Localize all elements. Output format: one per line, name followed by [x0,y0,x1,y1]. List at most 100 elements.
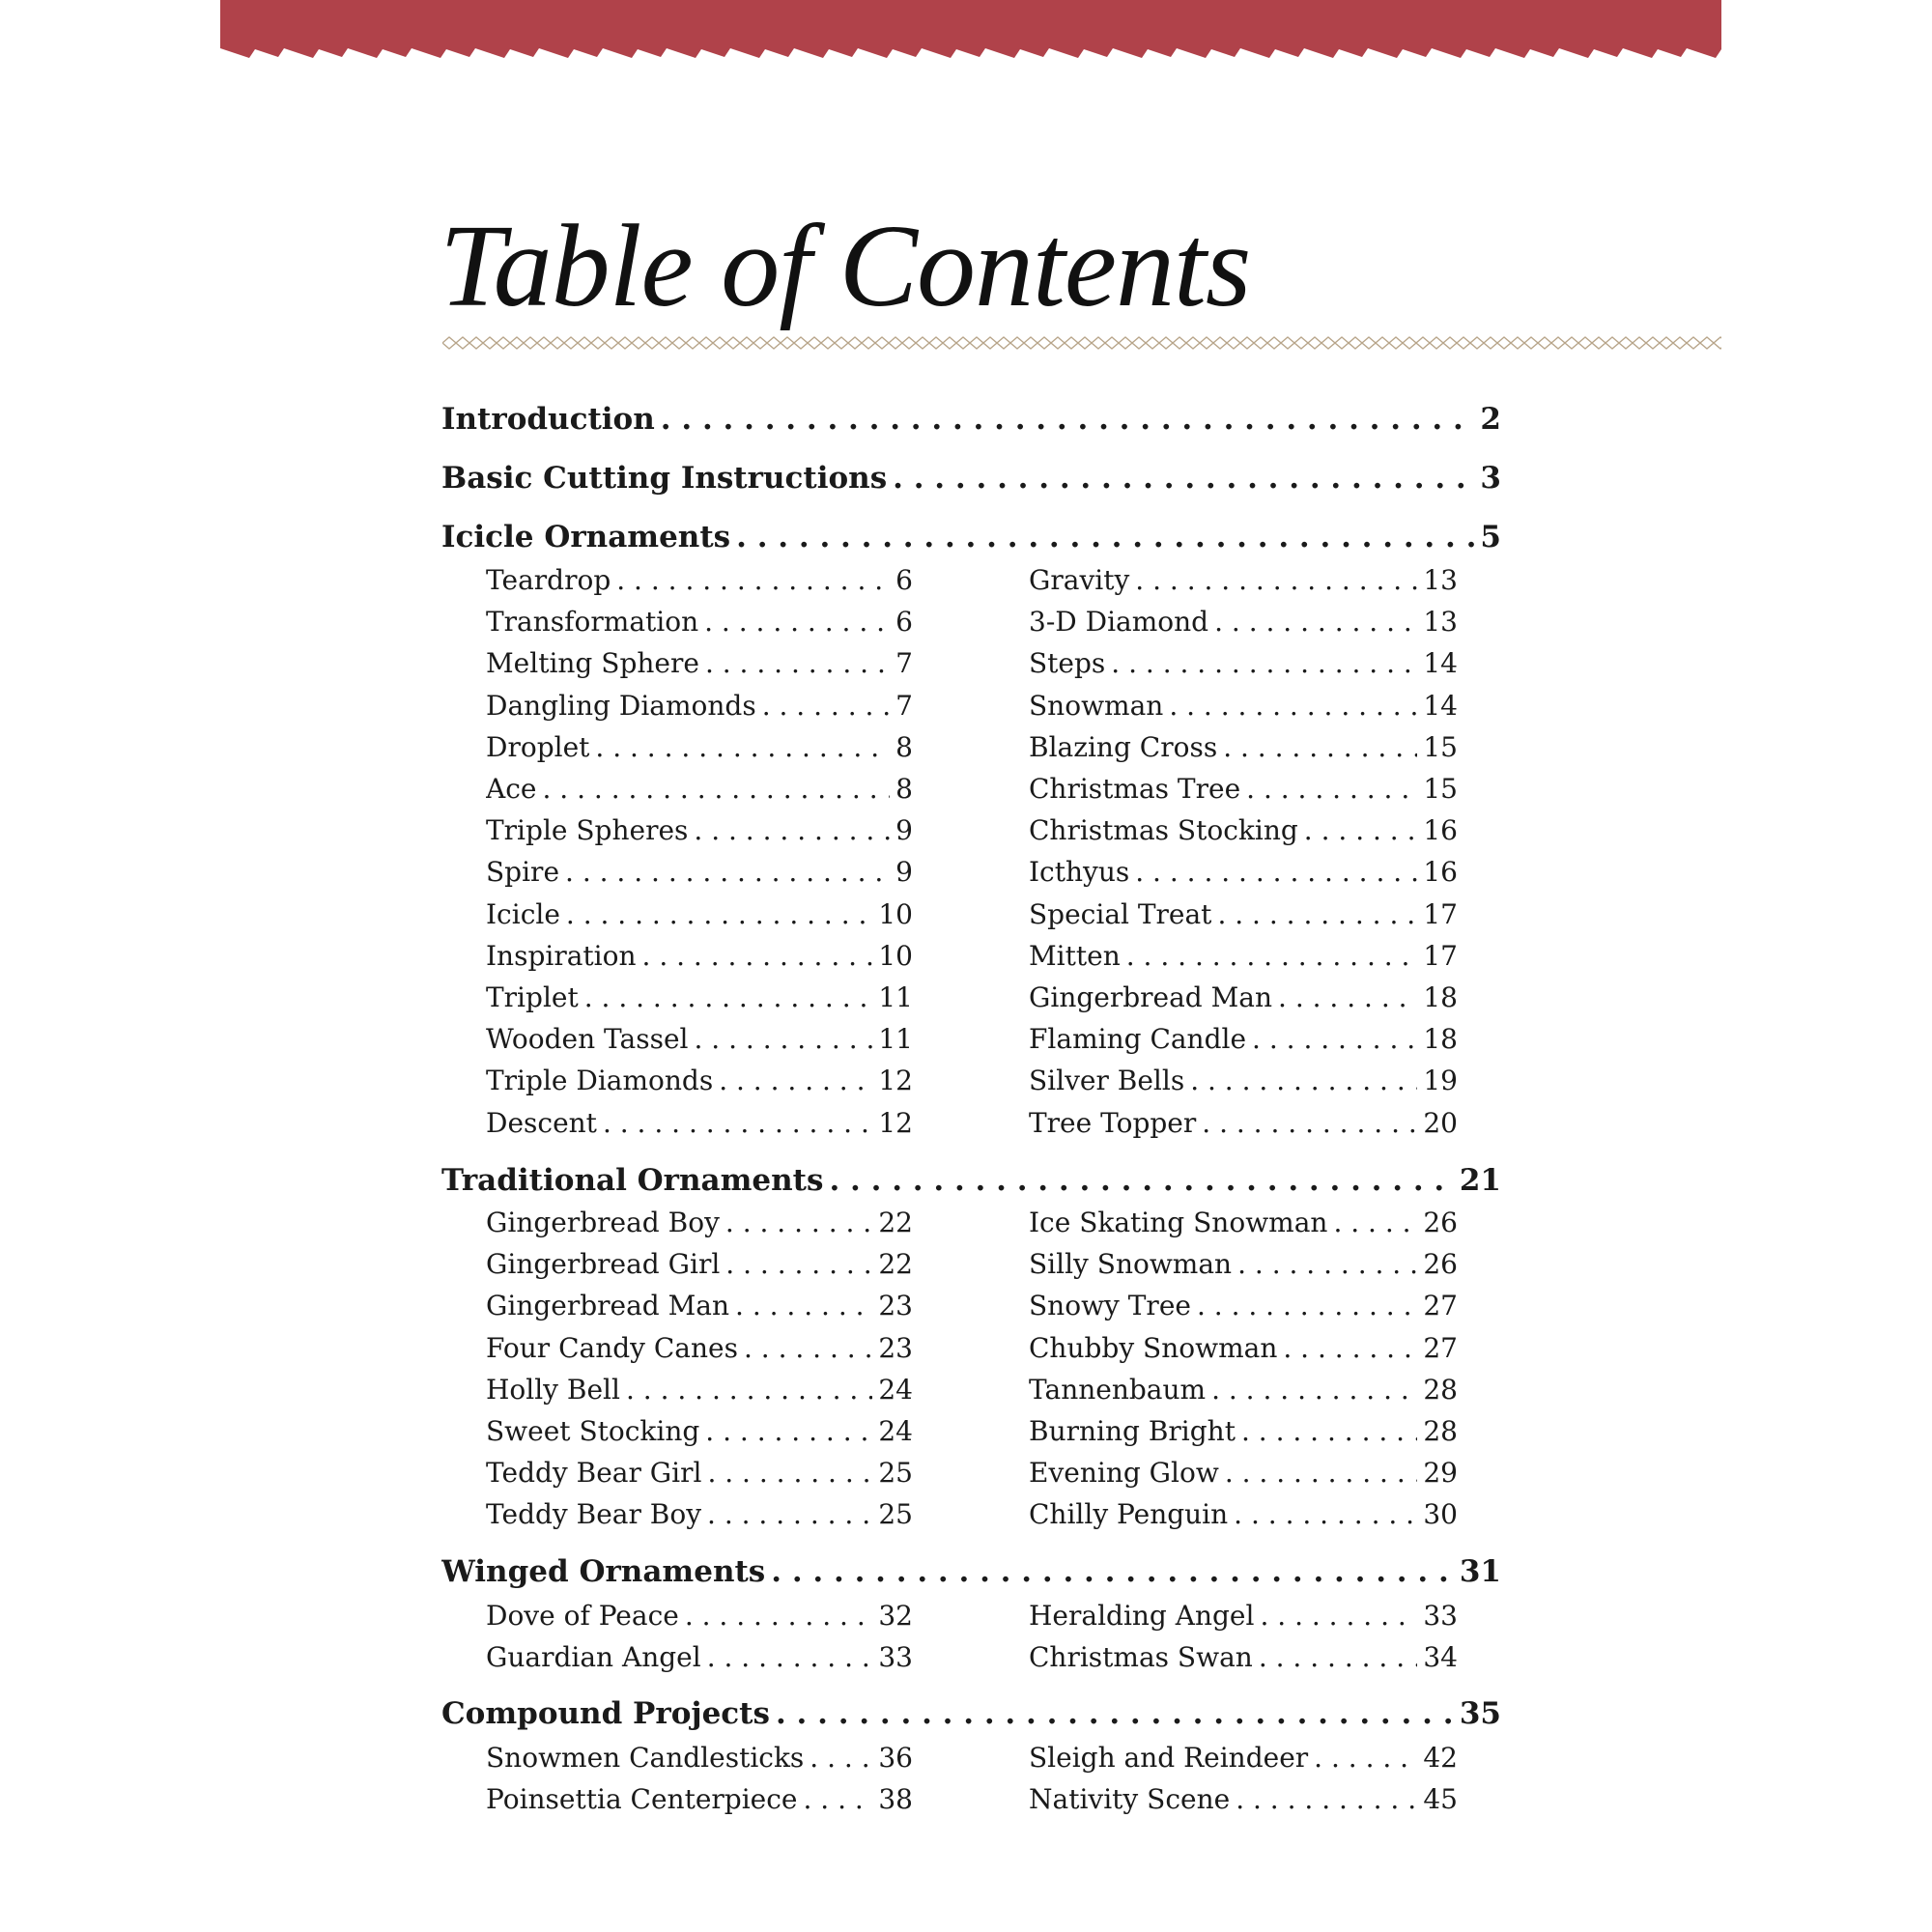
subentry[interactable]: Holly Bell 24 [486,1374,913,1406]
subentry[interactable]: Icicle 10 [486,898,913,930]
subentry[interactable]: Icthyus 16 [1029,856,1458,888]
section-entry[interactable]: Icicle Ornaments 5 [441,520,1501,554]
subentry[interactable]: Heralding Angel 33 [1029,1600,1458,1632]
entry-title: Spire [486,856,560,889]
subentry[interactable]: Tree Topper 20 [1029,1107,1458,1139]
subentry[interactable]: Silly Snowman 26 [1029,1248,1458,1280]
section-entry[interactable]: Introduction 2 [441,402,1501,437]
subentry[interactable]: Droplet 8 [486,731,913,763]
subentry[interactable]: Gravity 13 [1029,564,1458,596]
entry-title: Silver Bells [1029,1065,1185,1097]
subentry[interactable]: Christmas Tree 15 [1029,773,1458,805]
entry-title: Christmas Stocking [1029,814,1298,847]
entry-title: Tree Topper [1029,1106,1197,1139]
entry-title: Mitten [1029,939,1121,972]
subentry[interactable]: Flaming Candle 18 [1029,1023,1458,1055]
subentry[interactable]: Gingerbread Boy 22 [486,1207,913,1238]
subentry[interactable]: Triple Spheres 9 [486,814,913,846]
entry-title: Nativity Scene [1029,1783,1231,1816]
dot-leader [1169,690,1417,722]
page-number: 23 [878,1331,913,1364]
dot-leader [771,1554,1454,1589]
page-number: 15 [1423,773,1458,805]
subentry[interactable]: Snowmen Candlesticks 36 [486,1742,913,1774]
subentry[interactable]: Snowy Tree 27 [1029,1290,1458,1321]
page-number: 33 [1423,1600,1458,1632]
subentry[interactable]: Tannenbaum 28 [1029,1374,1458,1406]
dot-leader [719,1065,872,1096]
dot-leader [1135,564,1417,596]
subentry[interactable]: Dangling Diamonds 7 [486,690,913,722]
section-entry[interactable]: Traditional Ornaments 21 [441,1163,1501,1198]
subentry[interactable]: Special Treat 17 [1029,898,1458,930]
section-entry[interactable]: Winged Ornaments 31 [441,1554,1501,1589]
subentry[interactable]: Wooden Tassel 11 [486,1023,913,1055]
dot-leader [685,1600,873,1632]
subentry[interactable]: Four Candy Canes 23 [486,1332,913,1364]
subentry[interactable]: Chilly Penguin 30 [1029,1498,1458,1530]
dot-leader [1223,731,1417,763]
subentry[interactable]: Silver Bells 19 [1029,1065,1458,1096]
page-number: 34 [1423,1641,1458,1674]
section-entry[interactable]: Basic Cutting Instructions 3 [441,461,1501,496]
subentry[interactable]: Ace 8 [486,773,913,805]
subentry[interactable]: Sleigh and Reindeer 42 [1029,1742,1458,1774]
subentry[interactable]: Teardrop 6 [486,564,913,596]
subentry[interactable]: Chubby Snowman 27 [1029,1332,1458,1364]
subentry[interactable]: Gingerbread Man 18 [1029,981,1458,1013]
subentry[interactable]: Descent 12 [486,1107,913,1139]
dot-leader [776,1696,1454,1731]
page-number: 18 [1423,981,1458,1013]
page-number: 38 [878,1783,913,1816]
subentry[interactable]: Triple Diamonds 12 [486,1065,913,1096]
subentry[interactable]: Burning Bright 28 [1029,1415,1458,1447]
dot-leader [1259,1641,1418,1673]
subentry[interactable]: Sweet Stocking 24 [486,1415,913,1447]
entry-title: Ice Skating Snowman [1029,1207,1328,1238]
dot-leader [704,606,890,638]
dot-leader [893,461,1474,496]
entry-title: Silly Snowman [1029,1248,1233,1281]
subentry[interactable]: Christmas Swan 34 [1029,1641,1458,1673]
subentry[interactable]: Mitten 17 [1029,940,1458,972]
dot-leader [1314,1742,1417,1774]
entry-title: Icthyus [1029,856,1130,889]
page-number: 25 [878,1457,913,1490]
entry-title: Gingerbread Man [486,1290,730,1322]
subentry[interactable]: Triplet 11 [486,981,913,1013]
entry-title: Droplet [486,730,590,763]
subentry[interactable]: Poinsettia Centerpiece 38 [486,1783,913,1815]
dot-leader [735,1290,872,1321]
subentry[interactable]: Snowman 14 [1029,690,1458,722]
subentry[interactable]: Steps 14 [1029,647,1458,679]
subentry[interactable]: 3-D Diamond 13 [1029,606,1458,638]
dot-leader [1304,814,1418,846]
subentry[interactable]: Blazing Cross 15 [1029,731,1458,763]
subentry[interactable]: Dove of Peace 32 [486,1600,913,1632]
section-entry[interactable]: Compound Projects 35 [441,1696,1501,1731]
subentry[interactable]: Teddy Bear Girl 25 [486,1457,913,1489]
entry-title: Burning Bright [1029,1415,1236,1447]
dot-leader [725,1248,872,1280]
page-number: 19 [1423,1065,1458,1097]
entry-title: Sleigh and Reindeer [1029,1742,1309,1774]
subentry[interactable]: Teddy Bear Boy 25 [486,1498,913,1530]
dot-leader [1111,647,1417,679]
subentry[interactable]: Nativity Scene 45 [1029,1783,1458,1815]
subentry[interactable]: Melting Sphere 7 [486,647,913,679]
subentry[interactable]: Gingerbread Man 23 [486,1290,913,1321]
subentry[interactable]: Inspiration 10 [486,940,913,972]
subentry[interactable]: Christmas Stocking 16 [1029,814,1458,846]
entry-title: Sweet Stocking [486,1415,700,1447]
entry-title: Holly Bell [486,1373,620,1406]
subentry[interactable]: Guardian Angel 33 [486,1641,913,1673]
subentry[interactable]: Ice Skating Snowman 26 [1029,1207,1458,1238]
dot-leader [829,1163,1453,1198]
subentry[interactable]: Spire 9 [486,856,913,888]
dot-leader [1217,898,1417,930]
subentry[interactable]: Transformation 6 [486,606,913,638]
entry-title: Flaming Candle [1029,1023,1247,1056]
page-number: 3 [1480,461,1501,496]
subentry[interactable]: Gingerbread Girl 22 [486,1248,913,1280]
subentry[interactable]: Evening Glow 29 [1029,1457,1458,1489]
